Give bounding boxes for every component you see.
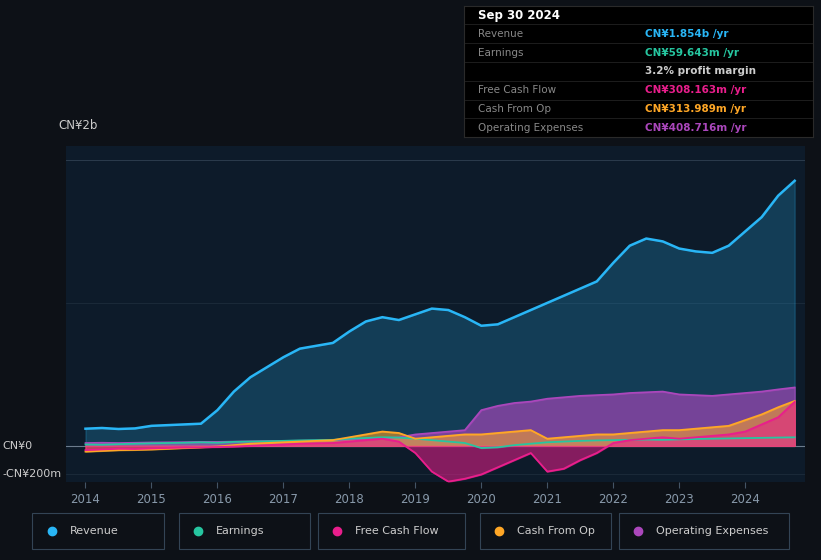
Text: Revenue: Revenue	[478, 29, 523, 39]
Text: CN¥313.989m /yr: CN¥313.989m /yr	[645, 104, 746, 114]
Text: CN¥2b: CN¥2b	[58, 119, 98, 132]
Text: Revenue: Revenue	[70, 526, 118, 535]
Text: CN¥59.643m /yr: CN¥59.643m /yr	[645, 48, 739, 58]
Text: 3.2% profit margin: 3.2% profit margin	[645, 67, 756, 76]
Text: Free Cash Flow: Free Cash Flow	[355, 526, 438, 535]
Text: CN¥408.716m /yr: CN¥408.716m /yr	[645, 123, 747, 133]
Text: Cash From Op: Cash From Op	[517, 526, 595, 535]
Text: Operating Expenses: Operating Expenses	[478, 123, 583, 133]
Text: Sep 30 2024: Sep 30 2024	[478, 8, 560, 21]
Text: Earnings: Earnings	[478, 48, 523, 58]
Text: Free Cash Flow: Free Cash Flow	[478, 85, 556, 95]
Text: Cash From Op: Cash From Op	[478, 104, 551, 114]
Text: Earnings: Earnings	[216, 526, 264, 535]
Text: CN¥0: CN¥0	[2, 441, 33, 451]
Text: Operating Expenses: Operating Expenses	[656, 526, 768, 535]
Text: -CN¥200m: -CN¥200m	[2, 469, 62, 479]
Text: CN¥308.163m /yr: CN¥308.163m /yr	[645, 85, 746, 95]
Text: CN¥1.854b /yr: CN¥1.854b /yr	[645, 29, 729, 39]
